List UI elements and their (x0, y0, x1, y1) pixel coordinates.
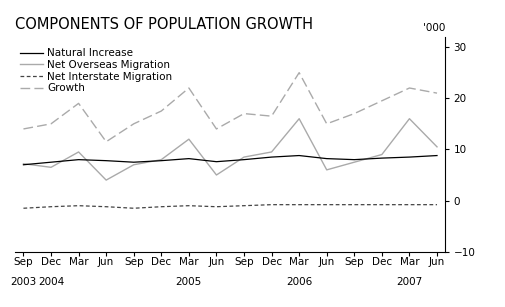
Net Interstate Migration (48, 205, 54, 208)
Net Overseas Migration (268, 150, 274, 154)
Natural Increase (350, 158, 357, 161)
Net Overseas Migration (406, 117, 412, 121)
Growth (323, 122, 329, 126)
Natural Increase (268, 155, 274, 159)
Growth (75, 102, 81, 105)
Net Interstate Migration (185, 204, 191, 208)
Growth (103, 140, 109, 144)
Line: Net Interstate Migration: Net Interstate Migration (23, 205, 436, 208)
Net Interstate Migration (406, 203, 412, 207)
Growth (240, 112, 246, 115)
Net Interstate Migration (213, 205, 219, 208)
Net Overseas Migration (185, 137, 191, 141)
Growth (433, 91, 439, 95)
Net Overseas Migration (20, 162, 26, 165)
Growth (350, 112, 357, 115)
Net Overseas Migration (158, 158, 164, 161)
Text: 2007: 2007 (395, 277, 422, 287)
Natural Increase (406, 155, 412, 159)
Net Overseas Migration (378, 153, 384, 156)
Text: 2006: 2006 (285, 277, 312, 287)
Natural Increase (130, 160, 136, 164)
Natural Increase (240, 158, 246, 161)
Growth (185, 86, 191, 90)
Growth (295, 71, 301, 75)
Natural Increase (103, 159, 109, 162)
Natural Increase (213, 160, 219, 164)
Net Overseas Migration (433, 145, 439, 149)
Net Interstate Migration (268, 203, 274, 207)
Text: 2005: 2005 (175, 277, 201, 287)
Natural Increase (20, 163, 26, 167)
Natural Increase (295, 154, 301, 157)
Natural Increase (48, 160, 54, 164)
Natural Increase (185, 157, 191, 161)
Text: 2003: 2003 (10, 277, 36, 287)
Growth (268, 114, 274, 118)
Line: Natural Increase: Natural Increase (23, 156, 436, 165)
Net Overseas Migration (48, 165, 54, 169)
Natural Increase (433, 154, 439, 157)
Natural Increase (323, 157, 329, 161)
Net Overseas Migration (130, 163, 136, 167)
Net Interstate Migration (20, 206, 26, 210)
Growth (20, 127, 26, 131)
Growth (48, 122, 54, 126)
Net Overseas Migration (350, 160, 357, 164)
Natural Increase (75, 158, 81, 161)
Net Interstate Migration (130, 206, 136, 210)
Line: Net Overseas Migration: Net Overseas Migration (23, 119, 436, 180)
Text: 2004: 2004 (38, 277, 64, 287)
Net Overseas Migration (295, 117, 301, 121)
Net Interstate Migration (158, 205, 164, 208)
Net Overseas Migration (213, 173, 219, 177)
Net Overseas Migration (103, 178, 109, 182)
Text: COMPONENTS OF POPULATION GROWTH: COMPONENTS OF POPULATION GROWTH (15, 17, 313, 32)
Net Interstate Migration (378, 203, 384, 207)
Net Overseas Migration (240, 155, 246, 159)
Growth (130, 122, 136, 126)
Natural Increase (158, 159, 164, 162)
Net Interstate Migration (350, 203, 357, 207)
Text: '000: '000 (422, 22, 444, 33)
Net Interstate Migration (75, 204, 81, 208)
Growth (158, 109, 164, 113)
Growth (378, 99, 384, 103)
Legend: Natural Increase, Net Overseas Migration, Net Interstate Migration, Growth: Natural Increase, Net Overseas Migration… (20, 49, 172, 93)
Growth (406, 86, 412, 90)
Net Interstate Migration (295, 203, 301, 207)
Net Overseas Migration (75, 150, 81, 154)
Net Interstate Migration (240, 204, 246, 208)
Net Interstate Migration (323, 203, 329, 207)
Line: Growth: Growth (23, 73, 436, 142)
Net Interstate Migration (103, 205, 109, 208)
Natural Increase (378, 156, 384, 160)
Growth (213, 127, 219, 131)
Net Interstate Migration (433, 203, 439, 207)
Net Overseas Migration (323, 168, 329, 172)
